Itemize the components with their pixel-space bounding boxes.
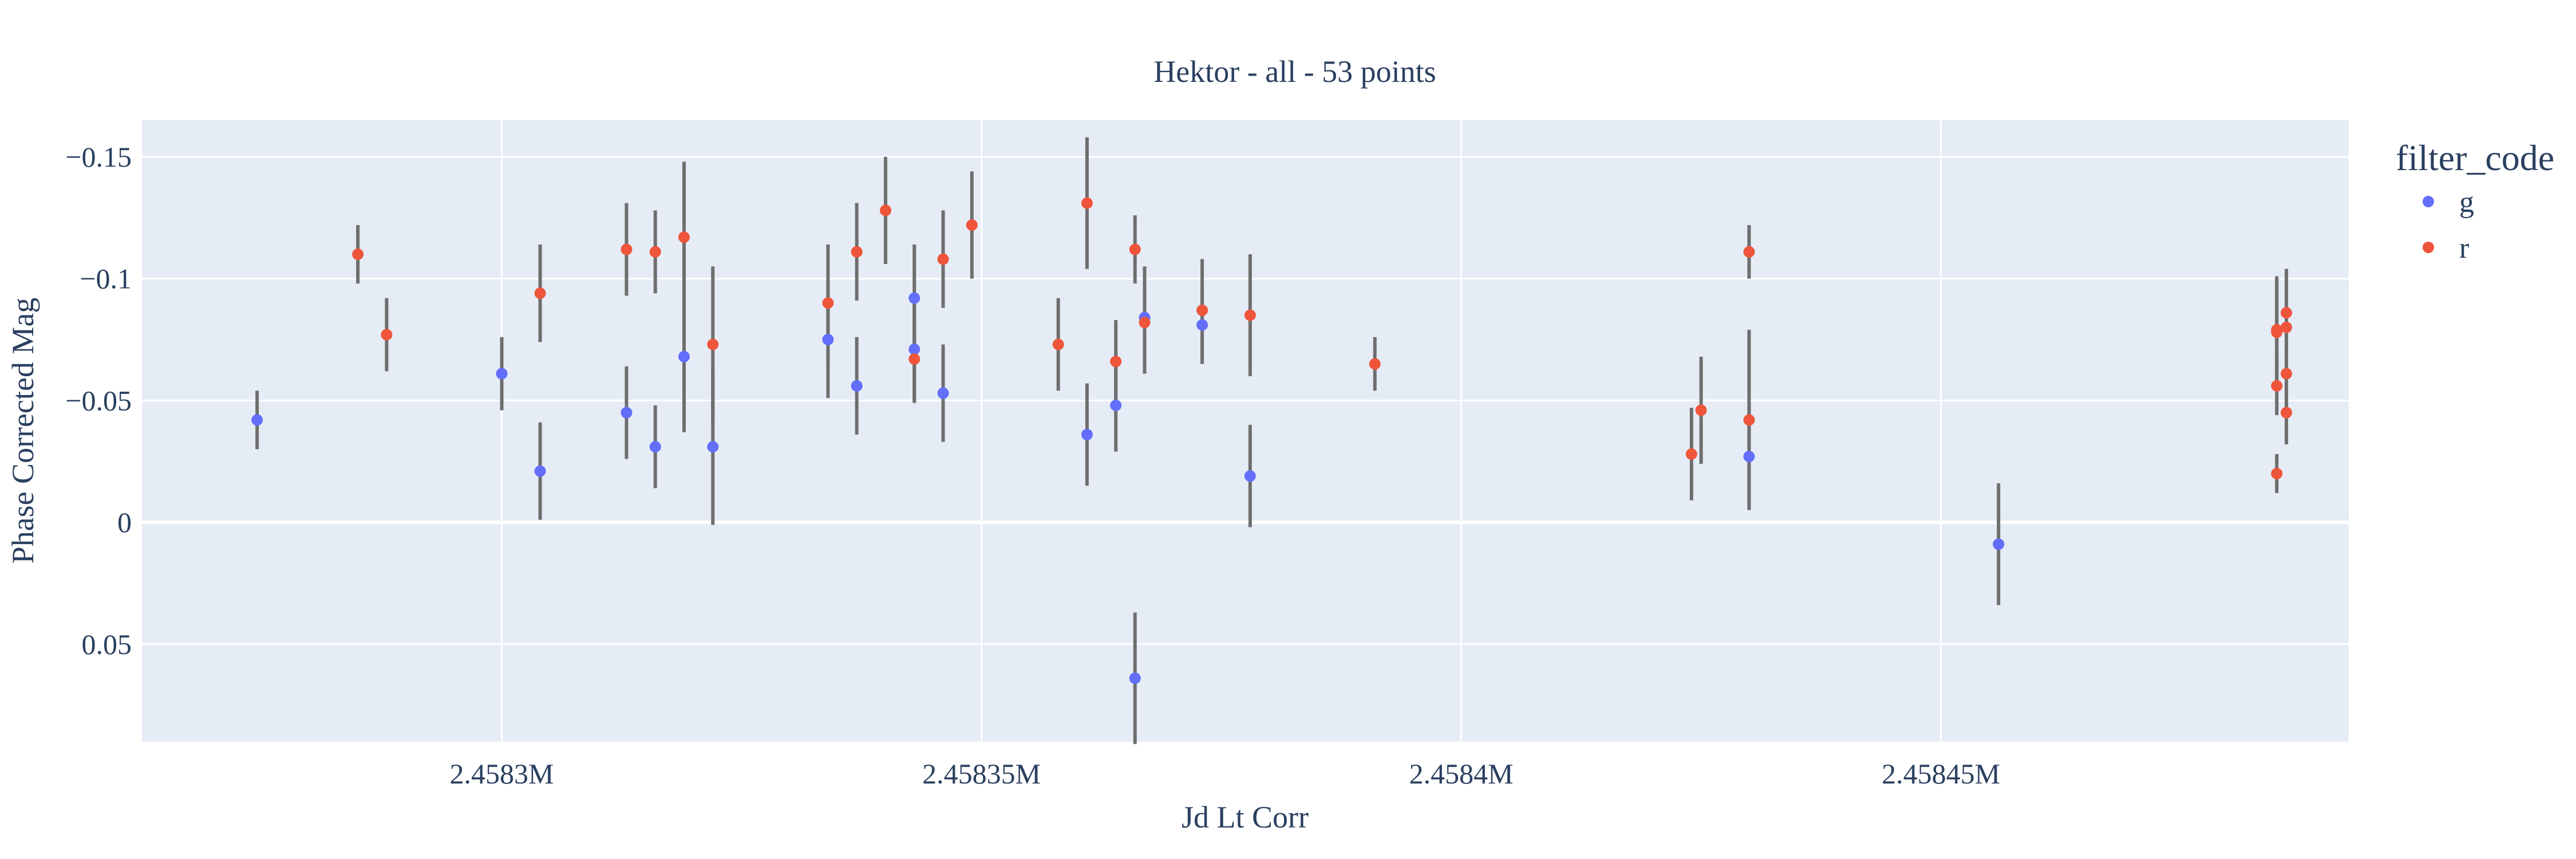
data-point-g[interactable] <box>937 387 949 399</box>
data-point-g[interactable] <box>534 465 546 477</box>
data-point-g[interactable] <box>678 350 690 362</box>
data-point-g[interactable] <box>1743 451 1755 463</box>
data-point-g[interactable] <box>908 343 920 355</box>
chart-title: Hektor - all - 53 points <box>1153 54 1436 89</box>
x-tick-label: 2.4584M <box>1409 758 1514 790</box>
legend-item-g[interactable]: g <box>2423 186 2474 219</box>
plot-area <box>142 120 2349 742</box>
x-tick-label: 2.45845M <box>1882 758 2000 790</box>
data-point-r[interactable] <box>534 287 546 300</box>
data-point-r[interactable] <box>1685 448 1697 460</box>
x-axis-label: Jd Lt Corr <box>1182 800 1309 834</box>
data-point-g[interactable] <box>621 407 633 419</box>
data-point-g[interactable] <box>1196 319 1208 331</box>
data-point-r[interactable] <box>822 297 834 309</box>
data-point-r[interactable] <box>937 253 949 265</box>
data-point-g[interactable] <box>496 368 508 380</box>
data-point-r[interactable] <box>2271 380 2283 392</box>
data-point-g[interactable] <box>908 292 920 304</box>
data-point-r[interactable] <box>381 329 393 341</box>
data-point-g[interactable] <box>649 441 661 453</box>
data-point-r[interactable] <box>621 243 633 255</box>
data-point-r[interactable] <box>1129 243 1141 255</box>
data-point-r[interactable] <box>1743 414 1755 426</box>
legend-item-r[interactable]: r <box>2423 232 2469 265</box>
legend-label-g: g <box>2459 186 2474 219</box>
legend-title: filter_code <box>2396 137 2554 178</box>
y-tick-label: −0.05 <box>65 384 132 416</box>
data-point-g[interactable] <box>1110 399 1122 411</box>
data-point-r[interactable] <box>1369 358 1381 370</box>
x-tick-label: 2.45835M <box>922 758 1041 790</box>
data-point-g[interactable] <box>851 380 863 392</box>
data-point-r[interactable] <box>1695 404 1707 416</box>
data-point-g[interactable] <box>1993 538 2005 550</box>
data-point-r[interactable] <box>2271 324 2283 336</box>
data-point-r[interactable] <box>1110 356 1122 368</box>
data-point-g[interactable] <box>1129 672 1141 684</box>
data-point-r[interactable] <box>851 246 863 258</box>
legend[interactable]: filter_code g r <box>2396 137 2554 265</box>
axis-ticks: 2.4583M 2.45835M 2.4584M 2.45845M −0.15 −0.1 −… <box>65 141 2000 790</box>
data-point-r[interactable] <box>2281 321 2293 333</box>
y-axis-label: Phase Corrected Mag <box>6 298 40 564</box>
data-point-g[interactable] <box>822 333 834 345</box>
data-point-g[interactable] <box>707 441 719 453</box>
data-points <box>251 197 2293 684</box>
y-tick-label: 0.05 <box>82 628 132 660</box>
data-point-r[interactable] <box>352 249 364 261</box>
data-point-r[interactable] <box>1244 309 1256 321</box>
gridlines <box>142 120 2349 742</box>
legend-marker-r <box>2423 242 2434 253</box>
x-tick-label: 2.4583M <box>450 758 554 790</box>
data-point-r[interactable] <box>1052 338 1064 350</box>
data-point-r[interactable] <box>2281 368 2293 380</box>
data-point-g[interactable] <box>1081 428 1093 440</box>
y-tick-label: −0.15 <box>65 141 132 173</box>
data-point-r[interactable] <box>879 204 891 216</box>
data-point-g[interactable] <box>1244 470 1256 482</box>
legend-label-r: r <box>2459 232 2469 265</box>
data-point-r[interactable] <box>966 219 978 231</box>
data-point-r[interactable] <box>2281 407 2293 419</box>
data-point-r[interactable] <box>1743 246 1755 258</box>
data-point-r[interactable] <box>649 246 661 258</box>
data-point-r[interactable] <box>1081 197 1093 209</box>
data-point-r[interactable] <box>707 338 719 350</box>
data-point-g[interactable] <box>251 414 263 426</box>
y-tick-label: 0 <box>117 506 132 538</box>
data-point-r[interactable] <box>2271 467 2283 479</box>
data-point-r[interactable] <box>908 353 920 365</box>
data-point-r[interactable] <box>1139 317 1151 329</box>
data-point-r[interactable] <box>678 231 690 243</box>
y-tick-label: −0.1 <box>80 263 132 295</box>
legend-marker-g <box>2423 196 2434 207</box>
data-point-r[interactable] <box>1196 304 1208 316</box>
data-point-r[interactable] <box>2281 307 2293 319</box>
